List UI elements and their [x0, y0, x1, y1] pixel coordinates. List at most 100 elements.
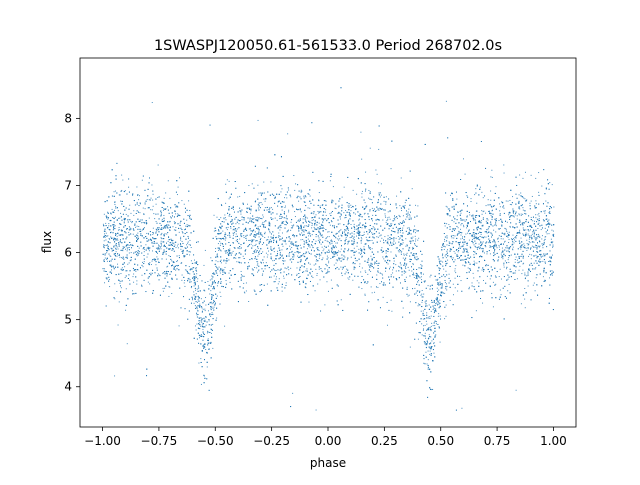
data-point — [340, 229, 341, 230]
data-point — [553, 231, 554, 232]
data-point — [224, 234, 225, 235]
data-point — [460, 213, 461, 214]
data-point — [446, 251, 447, 252]
data-point — [283, 240, 284, 241]
data-point — [467, 215, 468, 216]
data-point — [372, 248, 373, 249]
data-point — [490, 245, 491, 246]
data-point — [467, 233, 468, 234]
data-point — [447, 260, 448, 261]
data-point — [542, 261, 543, 262]
data-point — [519, 230, 520, 231]
data-point — [538, 213, 539, 214]
data-point — [348, 205, 349, 206]
data-point — [319, 250, 320, 251]
data-point — [286, 268, 287, 269]
data-point — [549, 277, 550, 278]
data-point — [536, 203, 537, 204]
data-point — [364, 234, 365, 235]
data-point — [206, 325, 207, 326]
data-point — [282, 246, 283, 247]
data-point — [316, 241, 317, 242]
data-point — [189, 244, 190, 245]
data-point — [161, 234, 162, 235]
data-point — [532, 196, 533, 197]
data-point — [507, 233, 508, 234]
data-point — [323, 228, 324, 229]
data-point — [417, 240, 418, 241]
data-point — [521, 215, 522, 216]
data-point — [395, 264, 396, 265]
data-point — [500, 213, 501, 214]
data-point — [444, 239, 445, 240]
data-point — [112, 209, 113, 210]
data-point — [300, 239, 301, 240]
data-point — [302, 255, 303, 256]
data-point — [396, 247, 397, 248]
data-point — [292, 242, 293, 243]
data-point — [258, 226, 259, 227]
data-point — [437, 304, 438, 305]
data-point — [221, 204, 222, 205]
data-point — [161, 233, 162, 234]
data-point — [307, 248, 308, 249]
data-point — [350, 210, 351, 211]
data-point — [317, 211, 318, 212]
data-point — [361, 288, 362, 289]
data-point — [380, 196, 381, 197]
data-point — [356, 251, 357, 252]
data-point — [552, 255, 553, 256]
data-point — [455, 272, 456, 273]
data-point — [399, 215, 400, 216]
data-point — [391, 168, 392, 169]
data-point — [419, 291, 420, 292]
data-point — [222, 286, 223, 287]
data-point — [535, 200, 536, 201]
data-point — [179, 232, 180, 233]
data-point — [322, 247, 323, 248]
data-point — [105, 253, 106, 254]
data-point — [191, 247, 192, 248]
data-point — [248, 301, 249, 302]
data-point — [310, 247, 311, 248]
data-point — [154, 218, 155, 219]
data-point — [121, 175, 122, 176]
data-point — [509, 200, 510, 201]
data-point — [339, 238, 340, 239]
data-point — [387, 217, 388, 218]
data-point — [551, 239, 552, 240]
data-point — [325, 212, 326, 213]
data-point — [277, 220, 278, 221]
data-point — [386, 222, 387, 223]
data-point — [508, 201, 509, 202]
data-point — [214, 307, 215, 308]
data-point — [395, 217, 396, 218]
data-point — [218, 250, 219, 251]
data-point — [262, 204, 263, 205]
data-point — [249, 228, 250, 229]
data-point — [453, 238, 454, 239]
data-point — [328, 262, 329, 263]
data-point — [543, 219, 544, 220]
data-point — [331, 280, 332, 281]
data-point — [358, 249, 359, 250]
data-point — [274, 260, 275, 261]
data-point — [220, 245, 221, 246]
data-point — [545, 201, 546, 202]
data-point — [127, 264, 128, 265]
data-point — [415, 236, 416, 237]
data-point — [405, 238, 406, 239]
data-point — [524, 288, 525, 289]
data-point — [387, 239, 388, 240]
data-point — [151, 184, 152, 185]
data-point — [389, 217, 390, 218]
data-point — [317, 247, 318, 248]
data-point — [256, 234, 257, 235]
data-point — [423, 319, 424, 320]
data-point — [274, 275, 275, 276]
data-point — [539, 216, 540, 217]
data-point — [375, 170, 376, 171]
data-point — [193, 291, 194, 292]
data-point — [376, 274, 377, 275]
data-point — [446, 316, 447, 317]
